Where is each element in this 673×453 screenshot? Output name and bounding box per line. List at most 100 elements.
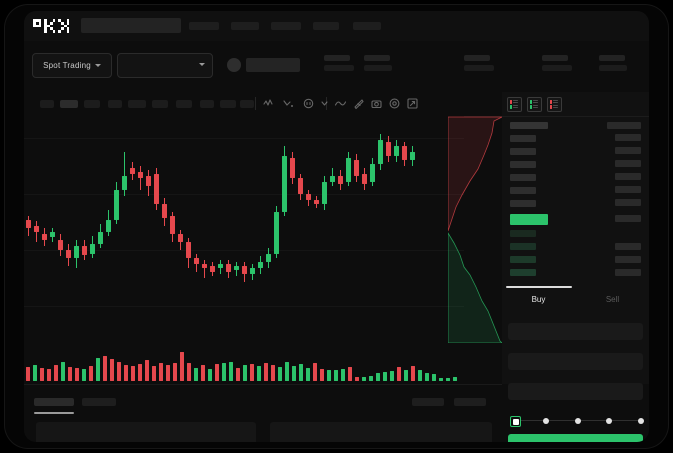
orderbook-bids-icon[interactable] bbox=[527, 97, 542, 112]
volume-bar bbox=[54, 365, 58, 381]
submit-buy-button[interactable] bbox=[508, 434, 643, 442]
timeframe-chip-9[interactable] bbox=[220, 100, 236, 108]
settings-gear-icon[interactable] bbox=[388, 97, 401, 110]
chart-gridline bbox=[24, 138, 464, 139]
order-book-ask-size bbox=[615, 160, 641, 167]
order-book-ask-row[interactable] bbox=[510, 200, 536, 207]
volume-bar bbox=[33, 365, 37, 381]
nav-item-3[interactable] bbox=[271, 22, 301, 30]
camera-icon[interactable] bbox=[370, 97, 383, 110]
nav-item-4[interactable] bbox=[313, 22, 339, 30]
order-book-ask-row[interactable] bbox=[510, 122, 548, 129]
order-type-field[interactable] bbox=[508, 323, 643, 340]
volume-bar bbox=[82, 369, 86, 381]
line-chart-icon[interactable] bbox=[334, 97, 347, 110]
stat-label bbox=[599, 55, 625, 61]
slider-step-dot[interactable] bbox=[543, 417, 549, 424]
tab-order-history[interactable] bbox=[82, 398, 116, 406]
slider-step-dot[interactable] bbox=[637, 417, 644, 424]
order-book-ask-size bbox=[615, 199, 641, 206]
timeframe-chip-3[interactable] bbox=[84, 100, 100, 108]
volume-bar bbox=[194, 368, 198, 381]
order-book-ask-row[interactable] bbox=[510, 135, 536, 142]
volume-bar bbox=[26, 367, 30, 381]
chart-gridline bbox=[24, 306, 464, 307]
price-field[interactable] bbox=[508, 353, 643, 370]
amount-field[interactable] bbox=[508, 383, 643, 400]
chart-gridline bbox=[24, 194, 464, 195]
volume-bar bbox=[446, 378, 450, 381]
timeframe-chip-10[interactable] bbox=[240, 100, 254, 108]
orderbook-both-icon[interactable] bbox=[507, 97, 522, 112]
volume-bar bbox=[404, 370, 408, 381]
order-book-view-toggles bbox=[507, 97, 562, 112]
depth-bid-area bbox=[448, 232, 502, 343]
order-book-bid-row[interactable] bbox=[510, 243, 536, 250]
stat-value bbox=[324, 65, 354, 71]
nav-item-2[interactable] bbox=[231, 22, 259, 30]
order-book-bid-row[interactable] bbox=[510, 230, 536, 237]
timeframe-chip-6[interactable] bbox=[152, 100, 168, 108]
timeframe-chip-2[interactable] bbox=[60, 100, 78, 108]
slider-handle[interactable] bbox=[510, 416, 521, 427]
volume-bar bbox=[229, 362, 233, 381]
order-book-ask-size bbox=[607, 122, 641, 129]
volume-bar bbox=[222, 363, 226, 381]
tab-open-orders[interactable] bbox=[34, 398, 74, 406]
chart-gridline bbox=[24, 250, 464, 251]
nav-item-1[interactable] bbox=[189, 22, 219, 30]
order-book-ask-row[interactable] bbox=[510, 148, 536, 155]
fullscreen-icon[interactable] bbox=[406, 97, 419, 110]
order-book-bid-row[interactable] bbox=[510, 256, 536, 263]
order-book-last-price bbox=[510, 214, 548, 225]
timeframe-chip-4[interactable] bbox=[108, 100, 122, 108]
stat-label bbox=[364, 55, 390, 61]
price-chart[interactable] bbox=[24, 116, 464, 384]
volume-bar bbox=[390, 371, 394, 381]
order-book-ask-row[interactable] bbox=[510, 174, 536, 181]
trade-tabs: Buy Sell bbox=[502, 286, 649, 312]
indicators-icon[interactable] bbox=[302, 97, 315, 110]
timeframe-chip-8[interactable] bbox=[200, 100, 214, 108]
volume-bar bbox=[166, 365, 170, 381]
market-depth-chart[interactable] bbox=[448, 115, 502, 343]
toolbar-divider bbox=[326, 97, 327, 110]
bottom-panel-right[interactable] bbox=[270, 422, 492, 442]
tab-sell[interactable]: Sell bbox=[605, 294, 620, 304]
tab-buy[interactable]: Buy bbox=[531, 294, 546, 304]
volume-bar bbox=[299, 364, 303, 381]
order-book-bid-row[interactable] bbox=[510, 269, 536, 276]
volume-bar bbox=[355, 377, 359, 381]
amount-slider[interactable] bbox=[510, 416, 644, 427]
okx-logo-icon[interactable] bbox=[33, 19, 74, 33]
bottom-action-1[interactable] bbox=[412, 398, 444, 406]
timeframe-chip-1[interactable] bbox=[40, 100, 54, 108]
order-book-ask-row[interactable] bbox=[510, 161, 536, 168]
timeframe-chip-5[interactable] bbox=[128, 100, 146, 108]
candlestick-icon[interactable] bbox=[262, 97, 275, 110]
slider-step-dot[interactable] bbox=[574, 417, 581, 424]
volume-bar bbox=[236, 368, 240, 381]
slider-step-dot[interactable] bbox=[606, 417, 612, 424]
timeframe-chip-7[interactable] bbox=[176, 100, 192, 108]
bottom-panel-left[interactable] bbox=[36, 422, 256, 442]
trading-pair-selector[interactable] bbox=[117, 53, 213, 78]
market-type-selector[interactable]: Spot Trading bbox=[32, 53, 112, 78]
drawing-pencil-icon[interactable] bbox=[352, 97, 365, 110]
volume-bar bbox=[271, 365, 275, 381]
order-book-ask-row[interactable] bbox=[510, 187, 536, 194]
stat-label bbox=[324, 55, 350, 61]
chevron-down-icon[interactable] bbox=[318, 97, 331, 110]
orderbook-asks-icon[interactable] bbox=[547, 97, 562, 112]
bottom-action-2[interactable] bbox=[454, 398, 486, 406]
volume-bar bbox=[173, 363, 177, 381]
market-stat-5 bbox=[599, 55, 627, 71]
order-book-ask-size bbox=[615, 134, 641, 141]
chart-type-icon[interactable] bbox=[282, 97, 295, 110]
volume-bar bbox=[138, 364, 142, 381]
search-input[interactable] bbox=[81, 18, 181, 33]
depth-ask-area bbox=[448, 116, 502, 232]
volume-bar bbox=[61, 362, 65, 381]
stat-value bbox=[542, 65, 572, 71]
nav-item-5[interactable] bbox=[353, 22, 381, 30]
